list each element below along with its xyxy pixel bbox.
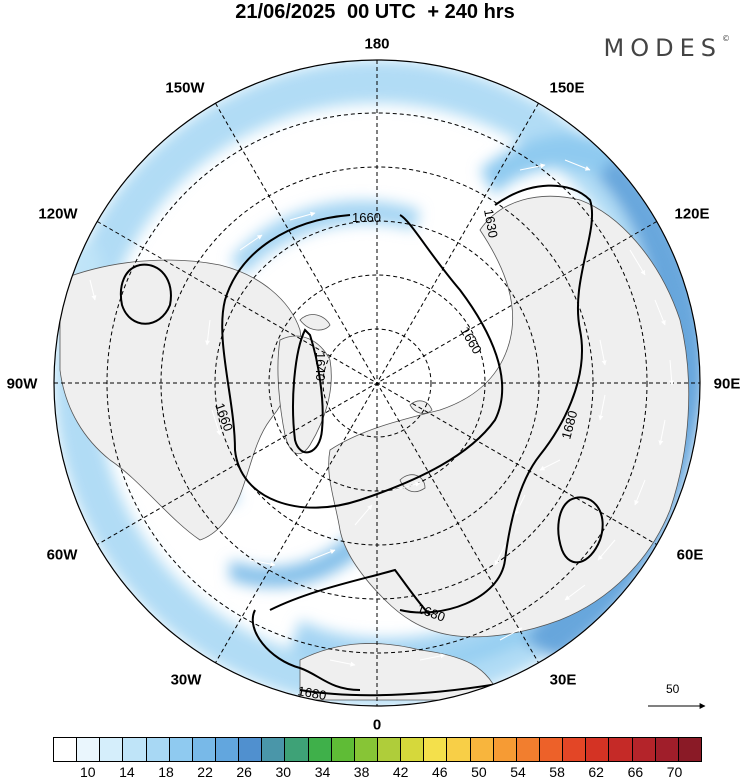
lon-label-120w: 120W bbox=[38, 205, 78, 223]
colorbar-ticks: 10 14 18 22 26 30 34 38 42 46 50 54 58 62 66 70 bbox=[53, 764, 702, 782]
wind-vectors bbox=[89, 159, 675, 667]
vector-key: 50 bbox=[640, 680, 710, 720]
lon-label-90w: 90W bbox=[6, 375, 38, 393]
colorbar-cell bbox=[609, 738, 633, 761]
logo-mark: © bbox=[722, 34, 730, 43]
colorbar-cell bbox=[377, 738, 402, 761]
colorbar-tick-label: 14 bbox=[119, 764, 135, 780]
colorbar-cell bbox=[539, 738, 564, 761]
colorbar-cell bbox=[331, 738, 355, 761]
colorbar-tick-label: 66 bbox=[627, 764, 644, 780]
colorbar-tick-label: 34 bbox=[314, 764, 331, 780]
map-disc: 1660 1630 1660 1640 1660 1680 1680 1680 bbox=[54, 60, 700, 706]
colorbar-cell bbox=[424, 738, 448, 761]
colorbar-tick-label: 30 bbox=[275, 764, 292, 780]
colorbar-cell bbox=[401, 738, 425, 761]
lon-label-180: 180 bbox=[364, 35, 390, 53]
modes-logo: MODES© bbox=[604, 34, 730, 62]
colorbar-tick-label: 42 bbox=[392, 764, 409, 780]
title-lead: + 240 hrs bbox=[427, 1, 515, 23]
colorbar-cell bbox=[239, 738, 263, 761]
colorbar-cell bbox=[192, 738, 216, 761]
lon-label-150e: 150E bbox=[549, 79, 585, 97]
colorbar-cell bbox=[54, 738, 78, 761]
colorbar-cell bbox=[447, 738, 471, 761]
graticule bbox=[54, 60, 700, 706]
colorbar-tick-label: 10 bbox=[80, 764, 96, 780]
map-title: 21/06/2025 00 UTC + 240 hrs bbox=[0, 0, 750, 24]
lon-label-30w: 30W bbox=[170, 671, 202, 689]
colorbar-cell bbox=[470, 738, 494, 761]
colorbar-cell bbox=[215, 738, 240, 761]
colorbar-cell bbox=[516, 738, 540, 761]
colorbar-tick-label: 62 bbox=[588, 764, 604, 780]
land bbox=[59, 195, 690, 701]
map-border bbox=[53, 59, 701, 707]
lon-label-120e: 120E bbox=[674, 205, 710, 223]
colorbar-cell bbox=[169, 738, 193, 761]
colorbar-cell bbox=[123, 738, 147, 761]
colorbar-cell bbox=[77, 738, 101, 761]
contour-label: 1640 bbox=[313, 352, 328, 381]
lon-label-150w: 150W bbox=[165, 79, 205, 97]
colorbar-cell bbox=[563, 738, 587, 761]
colorbar-tick-label: 38 bbox=[353, 764, 370, 780]
colorbar-cell bbox=[285, 738, 309, 761]
lon-label-60w: 60W bbox=[46, 546, 78, 564]
logo-text: MODES bbox=[603, 34, 722, 62]
lon-label-30e: 30E bbox=[549, 671, 577, 689]
colorbar-cell bbox=[100, 738, 124, 761]
colorbar-tick-label: 46 bbox=[432, 764, 448, 780]
colorbar-cell bbox=[354, 738, 378, 761]
contour-label: 1630 bbox=[481, 208, 501, 239]
contour-label: 1660 bbox=[352, 210, 381, 225]
colorbar-tick-label: 70 bbox=[666, 764, 683, 780]
colorbar bbox=[53, 737, 702, 762]
contour-label: 1680 bbox=[558, 409, 580, 441]
title-time: 00 UTC bbox=[346, 1, 416, 23]
colorbar-tick-label: 50 bbox=[471, 764, 487, 780]
colorbar-cell bbox=[586, 738, 610, 761]
colorbar-cell bbox=[678, 738, 701, 761]
colorbar-tick-label: 18 bbox=[158, 764, 174, 780]
colorbar-cell bbox=[655, 738, 679, 761]
colorbar-cell bbox=[632, 738, 656, 761]
lon-label-0: 0 bbox=[372, 716, 382, 734]
lon-label-60e: 60E bbox=[676, 546, 704, 564]
title-date: 21/06/2025 bbox=[235, 1, 336, 23]
colorbar-cell bbox=[262, 738, 286, 761]
colorbar-tick-label: 22 bbox=[197, 764, 213, 780]
vector-key-value: 50 bbox=[666, 682, 680, 696]
colorbar-cell bbox=[146, 738, 170, 761]
colorbar-tick-label: 54 bbox=[510, 764, 526, 780]
colorbar-cell bbox=[493, 738, 517, 761]
colorbar-cell bbox=[308, 738, 332, 761]
colorbar-tick-label: 58 bbox=[549, 764, 565, 780]
colorbar-tick-label: 26 bbox=[236, 764, 252, 780]
lon-label-90e: 90E bbox=[713, 375, 741, 393]
